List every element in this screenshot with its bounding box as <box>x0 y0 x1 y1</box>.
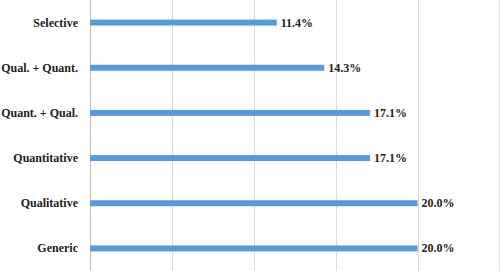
bar <box>90 65 324 71</box>
data-label: 14.3% <box>328 61 361 75</box>
category-label: Qualitative <box>21 196 79 210</box>
bar <box>90 20 277 26</box>
category-label: Generic <box>37 241 78 255</box>
category-label: Qual. + Quant. <box>1 61 78 75</box>
grid-line <box>499 0 500 271</box>
category-label: Quantitative <box>13 151 78 165</box>
bars <box>90 20 418 252</box>
bar <box>90 200 418 206</box>
grid-line <box>90 0 91 271</box>
chart: Selective Qual. + Quant. Quant. + Qual. Qua… <box>0 0 500 271</box>
category-label: Selective <box>33 16 78 30</box>
grid <box>91 0 500 271</box>
data-label: 17.1% <box>374 106 407 120</box>
grid-line <box>254 0 255 271</box>
data-label: 17.1% <box>374 151 407 165</box>
bar <box>90 110 370 116</box>
data-label: 20.0% <box>422 196 455 210</box>
grid-line <box>172 0 173 271</box>
bar <box>90 155 370 161</box>
bar <box>90 245 418 251</box>
data-label: 11.4% <box>281 16 313 30</box>
data-label: 20.0% <box>422 241 455 255</box>
grid-line <box>336 0 337 271</box>
category-label: Quant. + Qual. <box>1 106 78 120</box>
grid-line <box>418 0 419 271</box>
